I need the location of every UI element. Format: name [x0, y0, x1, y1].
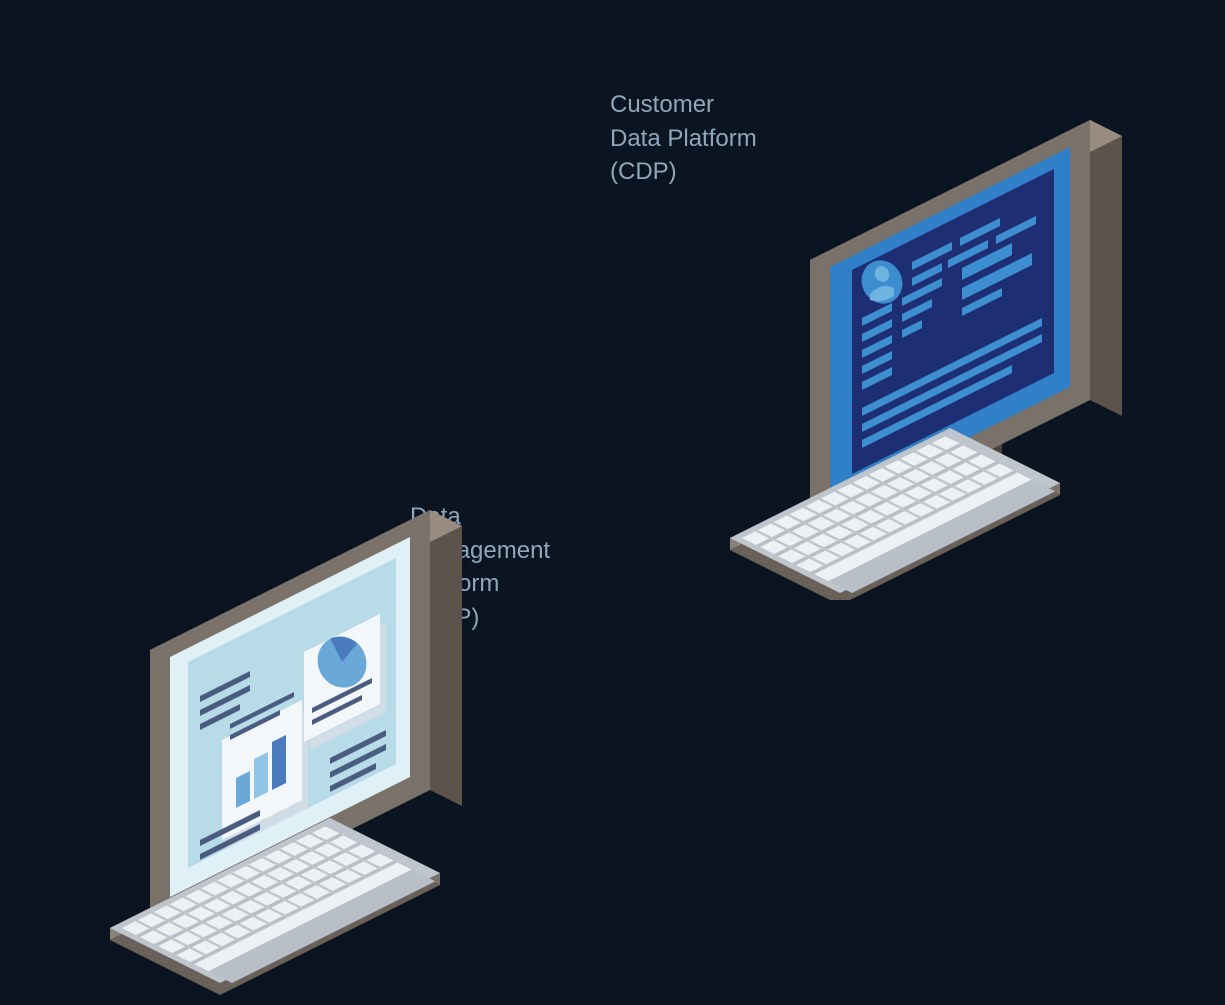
dmp-bar3 — [272, 735, 286, 790]
dmp-monitor-back — [430, 510, 462, 806]
cdp-label-line3: (CDP) — [610, 158, 677, 185]
cdp-computer — [690, 60, 1190, 605]
dmp-computer — [50, 460, 550, 1005]
cdp-monitor-back — [1090, 120, 1122, 416]
dmp-bar2 — [254, 752, 268, 799]
